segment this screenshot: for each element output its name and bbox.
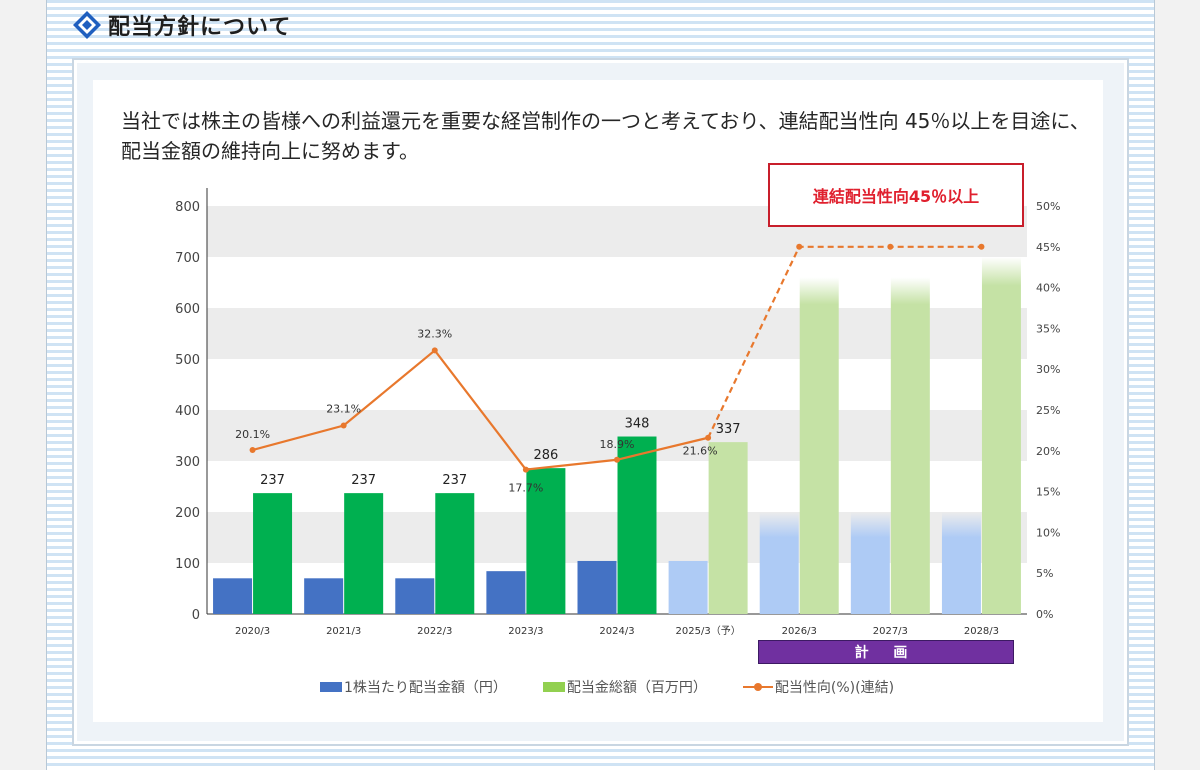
bar-per-share	[577, 560, 617, 614]
y-left-tick-label: 600	[175, 302, 200, 317]
y-right-tick-label: 35%	[1036, 322, 1060, 335]
x-tick-label: 2023/3	[508, 626, 543, 637]
intro-text: 当社では株主の皆様への利益還元を重要な経営制作の一つと考えており、連結配当性向 …	[121, 109, 1090, 163]
y-right-tick-label: 45%	[1036, 241, 1060, 254]
y-left-tick-label: 700	[175, 251, 200, 266]
bar-total-value-label: 237	[442, 473, 467, 488]
x-tick-label: 2021/3	[326, 626, 361, 637]
x-tick-label: 2026/3	[782, 626, 817, 637]
payout-value-label: 17.7%	[508, 482, 543, 495]
bar-per-share	[486, 571, 526, 614]
legend-item-total: 配当金総額（百万円）	[542, 677, 707, 697]
payout-value-label: 23.1%	[326, 403, 361, 416]
y-right-tick-label: 50%	[1036, 200, 1060, 213]
y-left-tick-label: 300	[175, 455, 200, 470]
legend-item-payout: 配当性向(%)(連結)	[742, 677, 895, 697]
legend-swatch-payout	[742, 682, 773, 692]
bar-total-dividend	[435, 493, 475, 614]
x-tick-label: 2025/3（予）	[676, 625, 741, 637]
bar-total-value-label: 348	[625, 417, 650, 432]
bar-per-share	[395, 578, 435, 614]
bar-total-dividend	[890, 277, 930, 614]
payout-point	[614, 456, 620, 463]
bar-per-share	[668, 560, 708, 614]
y-right-tick-label: 40%	[1036, 282, 1060, 295]
x-tick-label: 2022/3	[417, 626, 452, 637]
payout-value-label: 20.1%	[235, 428, 270, 441]
y-left-tick-label: 800	[175, 200, 200, 215]
bar-per-share	[850, 512, 890, 614]
bar-total-value-label: 237	[260, 473, 285, 488]
y-left-tick-label: 400	[175, 404, 200, 419]
payout-value-label: 32.3%	[417, 327, 452, 340]
y-left-tick-label: 200	[175, 506, 200, 521]
bar-total-value-label: 337	[716, 422, 741, 437]
y-right-tick-label: 10%	[1036, 526, 1060, 539]
payout-point	[978, 243, 985, 250]
y-right-tick-label: 5%	[1036, 567, 1053, 580]
section-heading: 配当方針について	[72, 8, 291, 42]
bar-total-dividend	[344, 493, 384, 614]
bar-total-value-label: 237	[351, 473, 376, 488]
section-title: 配当方針について	[108, 15, 292, 40]
chart-legend: 1株当たり配当金額（円） 配当金総額（百万円） 配当性向(%)(連結)	[320, 677, 930, 697]
bar-total-dividend	[708, 442, 748, 614]
y-right-tick-label: 0%	[1036, 608, 1053, 621]
legend-swatch-total	[542, 682, 565, 692]
bar-total-dividend	[617, 436, 657, 614]
grid-band	[207, 512, 1027, 563]
bar-per-share	[304, 578, 344, 614]
y-left-tick-label: 0	[192, 608, 200, 623]
legend-label-total: 配当金総額（百万円）	[566, 680, 707, 696]
x-tick-label: 2024/3	[599, 626, 634, 637]
bar-total-value-label: 286	[533, 448, 558, 463]
diamond-bullet-icon	[73, 11, 101, 39]
plan-period-label: 計 画	[758, 640, 1014, 664]
grid-band	[207, 308, 1027, 359]
legend-label-payout: 配当性向(%)(連結)	[774, 680, 895, 696]
bar-total-dividend	[981, 257, 1021, 614]
x-tick-label: 2020/3	[235, 626, 270, 637]
x-tick-label: 2027/3	[873, 626, 908, 637]
payout-line-actual	[252, 348, 709, 471]
y-right-tick-label: 15%	[1036, 486, 1060, 499]
payout-point	[887, 243, 894, 250]
payout-point	[431, 347, 438, 354]
y-left-tick-label: 100	[175, 557, 200, 572]
bar-per-share	[213, 578, 253, 614]
legend-item-per-share: 1株当たり配当金額（円）	[320, 677, 507, 697]
payout-point	[522, 466, 529, 473]
y-right-tick-label: 30%	[1036, 363, 1060, 376]
payout-value-label: 21.6%	[683, 445, 718, 458]
payout-point	[340, 422, 347, 429]
payout-target-callout: 連結配当性向45％以上	[768, 163, 1024, 227]
payout-value-label: 18.9%	[600, 438, 635, 451]
legend-label-per-share: 1株当たり配当金額（円）	[344, 680, 507, 696]
legend-swatch-per-share	[320, 682, 342, 692]
payout-point	[249, 446, 256, 453]
y-left-tick-label: 500	[175, 353, 200, 368]
y-right-tick-label: 25%	[1036, 404, 1060, 417]
y-right-tick-label: 20%	[1036, 445, 1060, 458]
grid-band	[207, 410, 1027, 461]
bar-total-dividend	[799, 277, 839, 614]
bar-total-dividend	[526, 468, 566, 614]
bar-per-share	[941, 512, 981, 614]
x-tick-label: 2028/3	[964, 626, 999, 637]
payout-point	[705, 434, 712, 441]
payout-line-planned	[707, 245, 982, 439]
bar-total-dividend	[253, 493, 293, 614]
payout-point	[796, 243, 803, 250]
bar-per-share	[759, 512, 799, 614]
